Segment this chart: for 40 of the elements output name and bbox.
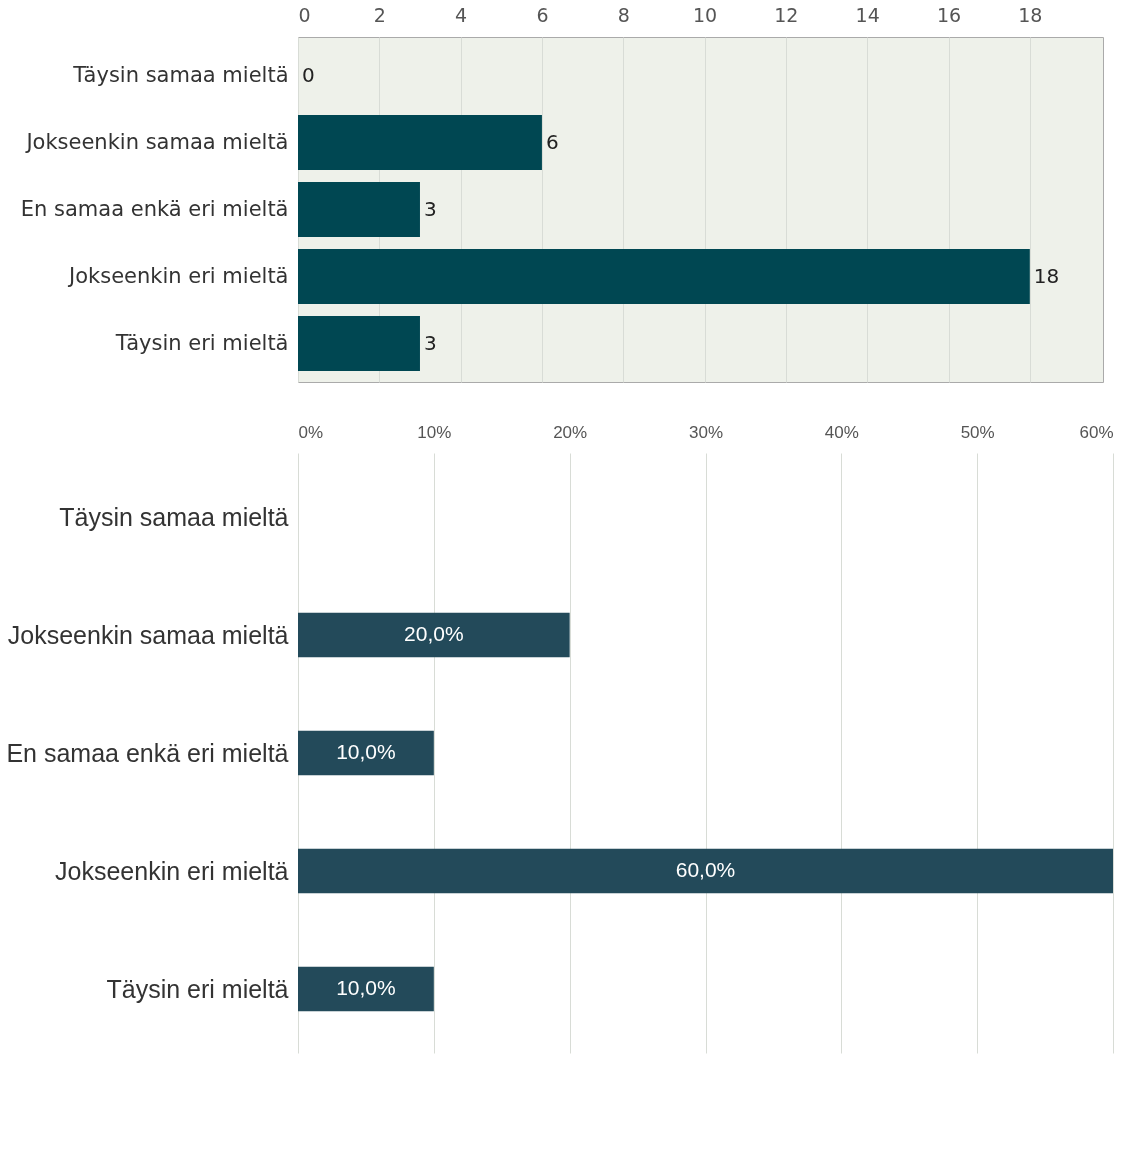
y-tick-label: Täysin eri mieltä [114, 331, 289, 355]
x-tick-label: 0% [298, 422, 324, 442]
x-tick-label: 60% [1079, 422, 1114, 442]
x-tick-label: 10 [692, 3, 718, 26]
x-tick-label: 30% [688, 422, 724, 442]
data-label: 18 [1033, 263, 1060, 288]
bar [298, 181, 420, 238]
x-tick-label: 0 [298, 3, 311, 26]
y-tick-label: Täysin samaa mieltä [72, 63, 289, 87]
x-tick-label: 14 [855, 3, 880, 26]
x-tick-label: 18 [1018, 3, 1043, 26]
y-tick-label: Täysin eri mieltä [106, 974, 289, 1003]
data-label: 10,0% [336, 976, 396, 999]
x-tick-label: 40% [824, 422, 859, 442]
data-label: 20,0% [404, 622, 464, 645]
x-tick-label: 16 [936, 3, 962, 26]
x-tick-label: 2 [373, 3, 386, 26]
y-tick-label: Jokseenkin eri mieltä [55, 856, 289, 885]
y-tick-label: Jokseenkin eri mieltä [67, 264, 289, 288]
bar [298, 315, 420, 372]
x-tick-label: 12 [774, 3, 799, 26]
bar [298, 114, 542, 171]
data-label: 6 [545, 129, 559, 154]
bar [298, 248, 1030, 305]
data-label: 0 [302, 62, 315, 87]
y-tick-label: En samaa enkä eri mieltä [6, 738, 289, 767]
x-tick-label: 50% [960, 422, 995, 442]
y-tick-label: En samaa enkä eri mieltä [20, 197, 289, 221]
data-label: 10,0% [336, 740, 396, 763]
y-tick-label: Täysin samaa mieltä [59, 502, 289, 531]
x-tick-label: 10% [417, 422, 452, 442]
x-tick-label: 8 [617, 3, 630, 26]
y-tick-label: Jokseenkin samaa mieltä [7, 620, 289, 649]
data-label: 60,0% [675, 858, 736, 881]
x-tick-label: 6 [536, 3, 549, 26]
data-label: 3 [423, 330, 437, 355]
x-tick-label: 20% [553, 422, 588, 442]
y-tick-label: Jokseenkin samaa mieltä [24, 130, 289, 154]
x-tick-label: 4 [455, 3, 468, 26]
data-label: 3 [423, 196, 437, 221]
